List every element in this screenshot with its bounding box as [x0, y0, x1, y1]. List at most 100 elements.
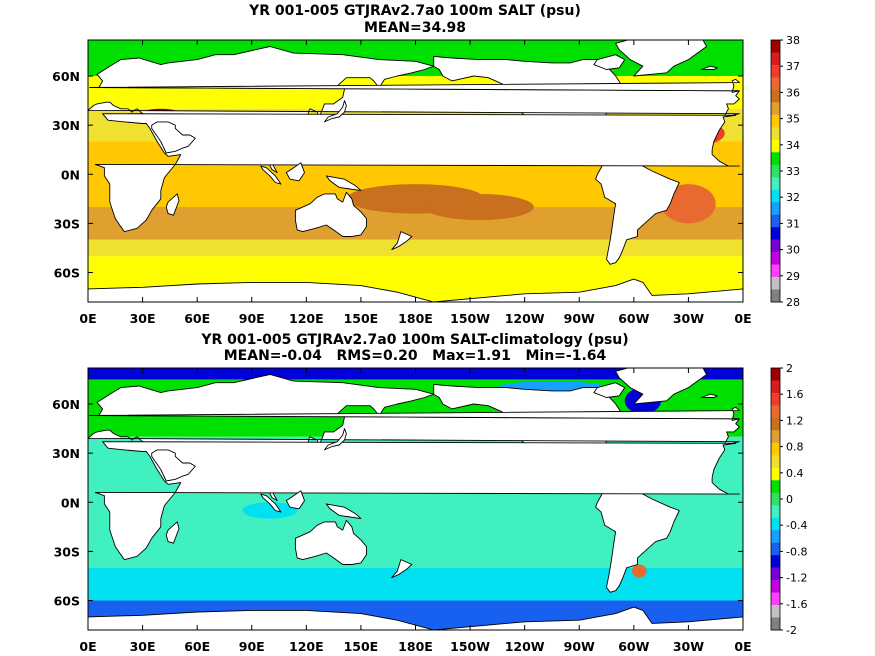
x-tick-label: 120E: [289, 311, 324, 326]
colorbar-label: -0.4: [786, 519, 807, 532]
x-tick-label: 30W: [673, 639, 704, 654]
colorbar-label: -0.8: [786, 545, 807, 558]
colorbar-swatch: [771, 77, 780, 91]
colorbar-swatch: [771, 442, 780, 456]
colorbar-swatch: [771, 567, 780, 581]
colorbar-swatch: [771, 189, 780, 203]
colorbar-swatch: [771, 289, 780, 303]
baffin-island-land: [593, 54, 626, 70]
colorbar-label: 0: [786, 493, 793, 506]
x-tick-label: 120E: [289, 639, 324, 654]
colorbar-swatch: [771, 455, 780, 469]
borneo-land: [285, 162, 305, 182]
uk-land: [89, 78, 740, 93]
new-guinea-land: [325, 503, 362, 520]
new-guinea-land: [325, 175, 362, 192]
new-zealand-land: [391, 559, 413, 579]
land-masses: [88, 368, 743, 630]
colorbar-label: 36: [786, 86, 800, 99]
colorbar-label: 32: [786, 191, 800, 204]
colorbar-swatch: [771, 139, 780, 153]
colorbar-swatch: [771, 467, 780, 481]
colorbar-swatch: [771, 164, 780, 178]
x-tick-label: 0E: [79, 639, 96, 654]
colorbar-swatch: [771, 492, 780, 506]
top-salinity-map: 0E 30E 60E 90E 120E 150E 180E 150W 120W 90W 60W 30W…: [52, 34, 800, 326]
y-tick-label: 30S: [54, 544, 80, 559]
colorbar-label: 35: [786, 113, 800, 126]
new-zealand-land: [391, 231, 413, 251]
bottom-chart-title: YR 001-005 GTJRAv2.7a0 100m SALT-climato…: [201, 332, 629, 348]
colorbar-swatch: [771, 605, 780, 618]
x-tick-label: 180E: [398, 639, 433, 654]
colorbar-swatch: [771, 417, 780, 431]
x-tick-label: 30E: [130, 639, 156, 654]
colorbar-swatch: [771, 40, 780, 53]
x-tick-label: 120W: [505, 311, 545, 326]
y-tick-label: 0N: [61, 495, 80, 510]
colorbar-swatch: [771, 530, 780, 543]
south-america-land: [595, 154, 680, 265]
colorbar-label: 28: [786, 296, 800, 309]
colorbar-swatch: [771, 264, 780, 278]
colorbar-label: 38: [786, 34, 800, 47]
antarctica-land: [88, 278, 743, 302]
y-tick-label: 30N: [52, 446, 80, 461]
madagascar-land: [165, 521, 180, 544]
colorbar-swatch: [771, 368, 780, 381]
colorbar-label: 0.4: [786, 467, 804, 480]
colorbar-swatch: [771, 202, 780, 215]
colorbar-swatch: [771, 239, 780, 253]
sumatra-land: [260, 493, 282, 513]
colorbar-swatch: [771, 277, 780, 290]
iceland-land: [700, 65, 718, 70]
baffin-island-land: [593, 382, 626, 398]
colorbar-swatch: [771, 64, 780, 78]
colorbar-label: 37: [786, 60, 800, 73]
colorbar-label: 1.6: [786, 388, 804, 401]
colorbar-label: 31: [786, 217, 800, 230]
colorbar-swatch: [771, 214, 780, 228]
salinity-feature: [661, 184, 716, 224]
africa-land: [94, 113, 740, 233]
uk-land: [89, 406, 740, 421]
salinity-feature: [424, 193, 534, 221]
x-tick-label: 150W: [450, 311, 490, 326]
greenland-land: [615, 40, 708, 77]
colorbar-swatch: [771, 592, 780, 606]
x-tick-label: 60W: [618, 311, 649, 326]
x-tick-label: 90E: [239, 639, 265, 654]
colorbar-label: -1.2: [786, 572, 807, 585]
x-tick-label: 30E: [130, 311, 156, 326]
bottom-chart-subtitle: MEAN=-0.04 RMS=0.20 Max=1.91 Min=-1.64: [223, 348, 607, 364]
colorbar-swatch: [771, 380, 780, 394]
x-tick-label: 90W: [564, 639, 595, 654]
colorbar-swatch: [771, 617, 780, 631]
x-tick-label: 0E: [734, 639, 751, 654]
x-tick-label: 90E: [239, 311, 265, 326]
borneo-land: [285, 490, 305, 510]
y-tick-label: 60S: [54, 594, 80, 609]
africa-land: [94, 441, 740, 561]
y-tick-label: 60N: [52, 69, 80, 84]
x-tick-label: 30W: [673, 311, 704, 326]
x-tick-label: 90W: [564, 311, 595, 326]
colorbar-swatch: [771, 405, 780, 419]
bottom-salinity-anomaly-map: 0E 30E 60E 90E 120E 150E 180E 150W 120W 90W 60W 30W…: [52, 362, 807, 654]
colorbar-label: 30: [786, 244, 800, 257]
x-tick-label: 60E: [184, 639, 210, 654]
x-tick-label: 0E: [734, 311, 751, 326]
colorbar-swatch: [771, 542, 780, 556]
colorbar-swatch: [771, 177, 780, 191]
salinity-feature: [632, 564, 647, 578]
colorbar-label: -1.6: [786, 598, 807, 611]
colorbar-swatch: [771, 89, 780, 103]
colorbar-swatch: [771, 430, 780, 444]
y-tick-label: 0N: [61, 167, 80, 182]
colorbar-swatch: [771, 555, 780, 568]
top-chart-subtitle: MEAN=34.98: [363, 20, 467, 36]
x-tick-label: 150E: [344, 639, 379, 654]
colorbar-label: 33: [786, 165, 800, 178]
greenland-land: [615, 368, 708, 405]
ocean-field: [88, 368, 743, 630]
